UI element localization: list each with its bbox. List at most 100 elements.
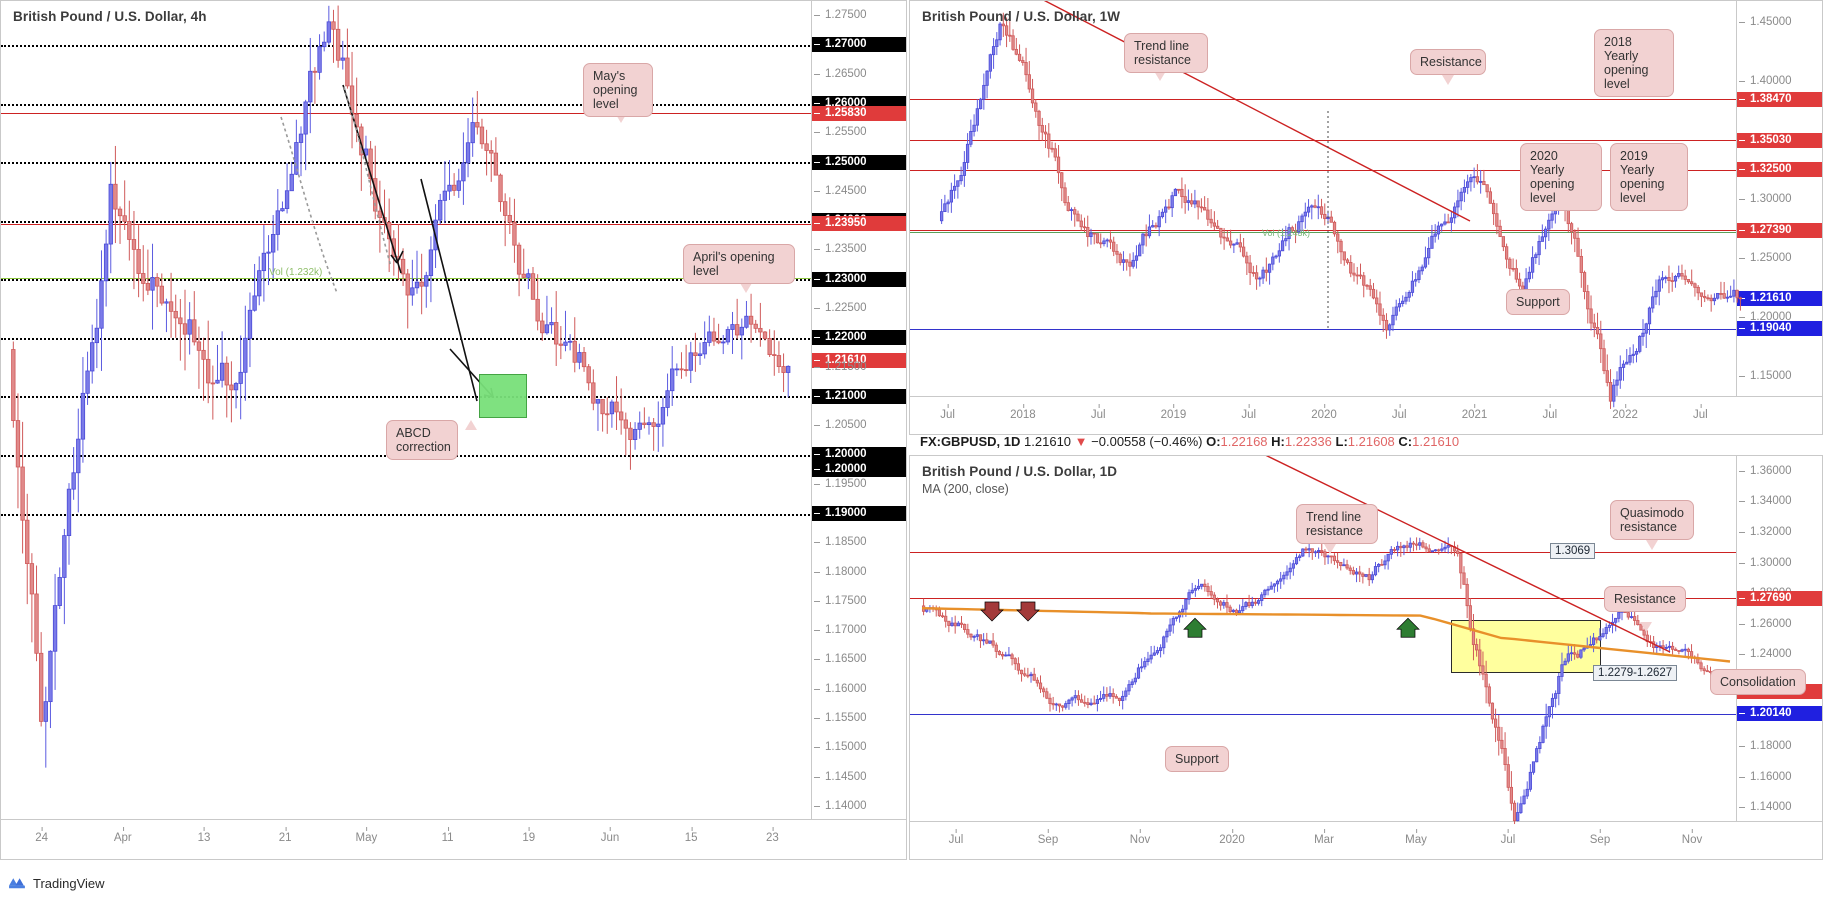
callout-tail bbox=[615, 113, 627, 123]
price-tick: 1.14500 bbox=[812, 770, 906, 785]
annotation-callout[interactable]: 2018 Yearly opening level bbox=[1594, 29, 1674, 97]
price-tick: 1.15000 bbox=[812, 740, 906, 755]
price-tick: 1.32500 bbox=[1737, 162, 1822, 178]
inline-level-label: Vol (1.243k) bbox=[1262, 228, 1311, 239]
time-scale-4h[interactable]: 24 Apr 13 21 May 11 19 Jun 15 23 bbox=[1, 819, 906, 859]
price-tick: 1.21000 bbox=[812, 388, 906, 404]
annotation-callout[interactable]: Trend line resistance bbox=[1296, 504, 1378, 544]
chart-plot-area-1w[interactable]: Vol (1.243k) Trend line resistance Resista… bbox=[910, 1, 1822, 434]
chart-panel-1d[interactable]: British Pound / U.S. Dollar, 1D MA (200,… bbox=[909, 455, 1823, 860]
time-tick: 11 bbox=[442, 827, 454, 844]
price-tick: 1.18500 bbox=[812, 535, 906, 550]
chart-plot-area-1d[interactable]: 1.3069 1.2279-1.2627 Trend line resistance… bbox=[910, 456, 1822, 859]
quote-open: 1.22168 bbox=[1220, 434, 1268, 449]
price-tick: 1.23000 bbox=[812, 271, 906, 287]
annotation-callout[interactable]: Quasimodo resistance bbox=[1610, 500, 1694, 540]
quote-close: 1.21610 bbox=[1412, 434, 1460, 449]
tradingview-logo-text: TradingView bbox=[33, 876, 105, 891]
price-tick: 1.24500 bbox=[812, 184, 906, 199]
time-tick: 2021 bbox=[1462, 404, 1487, 421]
price-tick: 1.27390 bbox=[1737, 222, 1822, 238]
price-scale-1w[interactable]: 1.45000 1.40000 1.38470 1.35030 1.32500 1.300… bbox=[1736, 1, 1822, 434]
time-tick: Jul bbox=[940, 404, 955, 421]
callout-tail bbox=[740, 283, 752, 293]
price-tick: 1.20000 bbox=[812, 447, 906, 463]
callout-tail bbox=[1646, 540, 1658, 550]
price-level-line bbox=[910, 598, 1822, 600]
annotation-callout[interactable]: Support bbox=[1506, 289, 1570, 315]
price-level-line bbox=[910, 552, 1822, 554]
price-tick: 1.15000 bbox=[1737, 369, 1822, 384]
time-tick: Jul bbox=[949, 829, 963, 846]
price-tick: 1.15500 bbox=[812, 711, 906, 726]
price-tick: 1.30000 bbox=[1737, 556, 1822, 571]
price-level-dotted bbox=[1, 162, 906, 165]
time-tick: 15 bbox=[685, 827, 698, 844]
chart-drawing-overlay bbox=[11, 5, 791, 768]
price-tick: 1.18000 bbox=[1737, 739, 1822, 754]
price-tick: 1.20000 bbox=[812, 462, 906, 478]
chart-title-1w: British Pound / U.S. Dollar, 1W bbox=[922, 9, 1121, 24]
quasimodo-level-box[interactable]: 1.3069 bbox=[1550, 543, 1596, 560]
quote-change: −0.00558 (−0.46%) bbox=[1091, 434, 1203, 449]
annotation-callout[interactable]: April's opening level bbox=[683, 244, 795, 284]
price-level-dotted bbox=[1, 220, 906, 223]
time-tick: May bbox=[356, 827, 377, 844]
annotation-callout[interactable]: Resistance bbox=[1410, 49, 1486, 75]
time-tick: Jul bbox=[1693, 404, 1708, 421]
time-tick: Sep bbox=[1590, 829, 1610, 846]
price-tick: 1.26500 bbox=[812, 67, 906, 82]
annotation-callout[interactable]: Support bbox=[1165, 746, 1229, 772]
consolidation-range-box[interactable]: 1.2279-1.2627 bbox=[1593, 665, 1678, 682]
demand-zone-box[interactable] bbox=[479, 373, 527, 418]
price-tick: 1.27690 bbox=[1737, 590, 1822, 606]
price-scale-4h[interactable]: 1.27500 1.27000 1.26500 1.26000 1.25830 1.255… bbox=[811, 1, 906, 859]
quote-low: 1.21608 bbox=[1347, 434, 1395, 449]
price-tick: 1.45000 bbox=[1737, 15, 1822, 30]
time-tick: 23 bbox=[766, 827, 779, 844]
annotation-callout[interactable]: Consolidation bbox=[1710, 669, 1806, 695]
price-tick: 1.21610 bbox=[812, 353, 906, 369]
price-tick: 1.30000 bbox=[1737, 192, 1822, 207]
time-tick: Jul bbox=[1241, 404, 1256, 421]
time-tick: Jul bbox=[1542, 404, 1557, 421]
time-tick: May bbox=[1405, 829, 1427, 846]
time-tick: 2022 bbox=[1612, 404, 1638, 421]
time-tick: Sep bbox=[1038, 829, 1058, 846]
time-tick: Jun bbox=[601, 827, 619, 844]
time-tick: 13 bbox=[198, 827, 210, 844]
price-tick: 1.25000 bbox=[1737, 251, 1822, 266]
time-scale-1w[interactable]: Jul 2018 Jul 2019 Jul 2020 Jul 2021 Jul 2022 Jul bbox=[910, 396, 1822, 434]
annotation-callout[interactable]: 2019 Yearly opening level bbox=[1610, 143, 1688, 211]
price-tick: 1.27500 bbox=[812, 8, 906, 23]
price-scale-1d[interactable]: 1.360001.340001.320001.300001.280001.276… bbox=[1736, 456, 1822, 859]
chart-panel-1w[interactable]: British Pound / U.S. Dollar, 1W Vol (1.2… bbox=[909, 0, 1823, 435]
callout-tail bbox=[1442, 75, 1454, 85]
chart-plot-area-4h[interactable]: Vol (1.232k) May's opening level April's o… bbox=[1, 1, 906, 859]
price-level-line bbox=[910, 713, 1822, 715]
tradingview-logo: TradingView bbox=[8, 874, 105, 893]
price-tick: 1.25500 bbox=[812, 125, 906, 140]
callout-tail bbox=[1154, 71, 1166, 81]
annotation-callout[interactable]: Trend line resistance bbox=[1124, 33, 1208, 73]
callout-tail bbox=[1324, 544, 1336, 554]
time-tick: Apr bbox=[114, 827, 132, 844]
quote-bar: FX:GBPUSD, 1D 1.21610 ▼ −0.00558 (−0.46%… bbox=[920, 434, 1459, 449]
price-tick: 1.22000 bbox=[812, 330, 906, 346]
annotation-callout[interactable]: ABCD correction bbox=[386, 420, 458, 460]
price-tick: 1.38470 bbox=[1737, 91, 1822, 107]
price-level-line bbox=[910, 99, 1822, 101]
price-tick: 1.35030 bbox=[1737, 132, 1822, 148]
price-tick: 1.23950 bbox=[812, 216, 906, 232]
chart-panel-4h[interactable]: British Pound / U.S. Dollar, 4h Vol (1.2… bbox=[0, 0, 907, 860]
time-tick: 2020 bbox=[1219, 829, 1245, 846]
annotation-callout[interactable]: 2020 Yearly opening level bbox=[1520, 143, 1602, 211]
annotation-callout[interactable]: May's opening level bbox=[583, 63, 653, 117]
price-level-dotted bbox=[1, 103, 906, 106]
price-tick: 1.16500 bbox=[812, 652, 906, 667]
time-scale-1d[interactable]: Jul Sep Nov 2020 Mar May Jul Sep Nov bbox=[910, 821, 1822, 859]
price-tick: 1.16000 bbox=[1737, 770, 1822, 785]
annotation-callout[interactable]: Resistance bbox=[1604, 586, 1686, 612]
price-tick: 1.18000 bbox=[812, 565, 906, 580]
price-level-dotted bbox=[1, 396, 906, 399]
